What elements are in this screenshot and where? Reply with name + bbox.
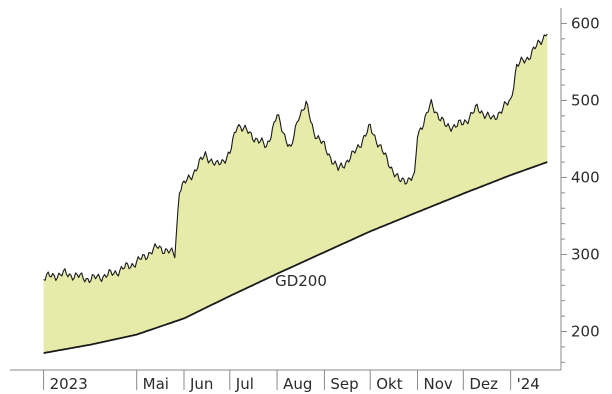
y-tick-label: 600 (571, 14, 600, 32)
x-tick-label: Dez (469, 375, 498, 393)
y-axis-ticks: 200 300 400 500 600 (561, 14, 600, 363)
price-line (43, 33, 548, 284)
gd200-label: GD200 (275, 272, 327, 290)
x-tick-label: Okt (376, 375, 402, 393)
y-tick-label: 300 (571, 245, 600, 263)
y-tick-label: 500 (571, 91, 600, 109)
x-tick-label: Sep (330, 375, 358, 393)
x-tick-label: Jul (235, 375, 254, 393)
area-between-price-and-gd200 (43, 34, 548, 354)
x-axis-ticks: 2023 Mai Jun Jul Aug Sep Okt Nov Dez '24 (43, 370, 540, 393)
x-tick-label: Jun (189, 375, 213, 393)
gd200-line (43, 161, 548, 354)
y-tick-label: 400 (571, 168, 600, 186)
x-tick-label: '24 (517, 375, 540, 393)
x-tick-label: Nov (424, 375, 453, 393)
x-tick-label: Mai (143, 375, 169, 393)
x-tick-label: 2023 (50, 375, 88, 393)
x-tick-label: Aug (283, 375, 312, 393)
y-tick-label: 200 (571, 322, 600, 340)
